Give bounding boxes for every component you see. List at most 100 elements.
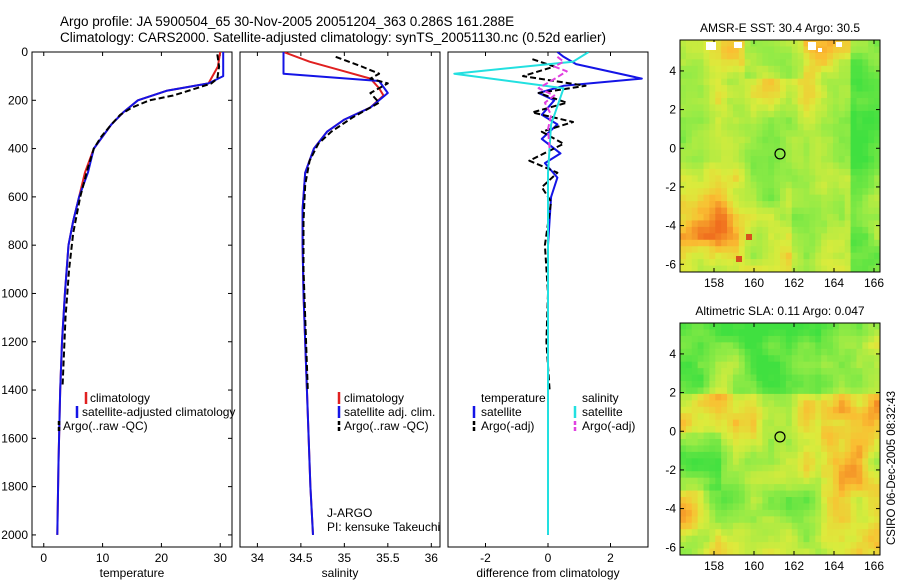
heatmap-cell (727, 355, 734, 363)
heatmap-cell (774, 329, 781, 337)
heatmap-cell (768, 355, 775, 363)
heatmap-cell (703, 503, 710, 511)
heatmap-cell (874, 387, 881, 395)
heatmap-cell (744, 259, 751, 266)
heatmap-cell (874, 175, 881, 183)
x-tick-label: 158 (704, 559, 724, 573)
heatmap-cell (727, 374, 734, 382)
heatmap-cell (832, 201, 840, 208)
heatmap-cell (750, 233, 757, 241)
heatmap-cell (756, 413, 763, 421)
heatmap-cell (832, 387, 840, 395)
heatmap-cell (815, 329, 822, 337)
heatmap-cell (738, 329, 746, 337)
heatmap-cell (685, 123, 693, 131)
heatmap-cell (762, 413, 769, 421)
heatmap-cell (727, 110, 734, 118)
heatmap-cell (703, 52, 710, 60)
heatmap-cell (850, 181, 857, 189)
heatmap-cell (768, 361, 775, 369)
heatmap-cell (791, 484, 799, 491)
heatmap-cell (685, 162, 693, 170)
heatmap-cell (691, 156, 699, 163)
heatmap-cell (709, 323, 716, 330)
heatmap-cell (721, 484, 728, 491)
heatmap-cell (856, 400, 863, 408)
heatmap-cell (791, 419, 799, 427)
heatmap-cell (756, 348, 763, 356)
heatmap-cell (821, 355, 828, 363)
heatmap-cell (691, 419, 699, 427)
heatmap-cell (862, 368, 869, 375)
heatmap-cell (715, 78, 722, 86)
heatmap-cell (756, 233, 763, 241)
x-tick-label: 10 (96, 551, 110, 565)
heatmap-cell (762, 207, 769, 215)
heatmap-cell (844, 451, 851, 459)
heatmap-cell (691, 503, 699, 511)
heatmap-cell (732, 104, 740, 112)
heatmap-cell (762, 149, 769, 157)
heatmap-cell (791, 110, 799, 118)
heatmap-cell (680, 503, 687, 511)
heatmap-cell (862, 246, 869, 254)
heatmap-cell (821, 123, 828, 131)
heatmap-cell (832, 535, 840, 543)
principal-investigator-label: PI: kensuke Takeuchi (327, 520, 440, 534)
heatmap-cell (874, 535, 881, 543)
heatmap-cell (844, 522, 851, 530)
heatmap-cell (691, 59, 699, 67)
heatmap-cell (738, 259, 746, 266)
heatmap-cell (721, 226, 728, 234)
heatmap-cell (844, 355, 851, 363)
heatmap-cell (750, 130, 757, 138)
heatmap-cell (721, 149, 728, 157)
heatmap-cell (785, 497, 793, 504)
y-tick-label: 2000 (1, 528, 28, 542)
heatmap-cell (732, 490, 740, 498)
heatmap-cell (785, 130, 793, 138)
heatmap-cell (703, 188, 710, 196)
heatmap-cell (874, 252, 881, 260)
y-tick-label: 4 (669, 347, 676, 361)
heatmap-cell (715, 516, 722, 524)
heatmap-cell (874, 413, 881, 421)
heatmap-cell (785, 156, 793, 163)
heatmap-cell (803, 233, 810, 241)
heatmap-cell (756, 419, 763, 427)
heatmap-cell (862, 98, 869, 105)
heatmap-cell (780, 143, 787, 150)
heatmap-cell (850, 497, 857, 504)
heatmap-cell (738, 149, 746, 157)
heatmap-cell (691, 393, 699, 401)
heatmap-cell (844, 503, 851, 511)
heatmap-cell (815, 335, 822, 343)
heatmap-cell (850, 458, 857, 466)
heatmap-cell (691, 91, 699, 99)
heatmap-cell (797, 342, 804, 350)
heatmap-cell (862, 542, 869, 549)
heatmap-cell (768, 252, 775, 260)
heatmap-cell (774, 400, 781, 408)
heatmap-cell (838, 393, 846, 401)
heatmap-cell (862, 413, 869, 421)
heatmap-cell (750, 458, 757, 466)
heatmap-cell (756, 239, 763, 247)
heatmap-cell (815, 400, 822, 408)
heatmap-cell (815, 85, 822, 92)
heatmap-cell (803, 85, 810, 92)
heatmap-cell (697, 374, 704, 382)
heatmap-cell (809, 542, 816, 549)
heatmap-cell (709, 78, 716, 86)
heatmap-cell (862, 381, 869, 388)
heatmap-cell (785, 348, 793, 356)
heatmap-cell (768, 419, 775, 427)
heatmap-cell (868, 355, 875, 363)
heatmap-cell (715, 439, 722, 446)
legend-label-climatology: climatology (90, 391, 150, 405)
heatmap-cell (827, 490, 834, 498)
heatmap-cell (691, 226, 699, 234)
heatmap-cell (709, 432, 716, 440)
heatmap-cell (744, 323, 751, 330)
heatmap-cell (797, 143, 804, 150)
